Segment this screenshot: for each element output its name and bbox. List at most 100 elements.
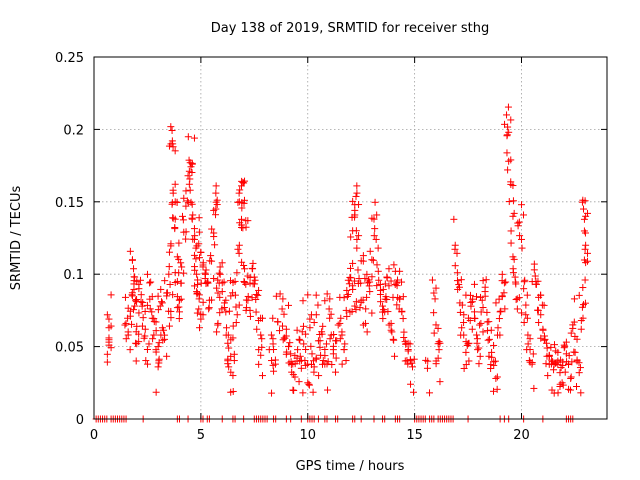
data-point <box>310 363 318 371</box>
y-tick-label: 0.05 <box>55 341 84 356</box>
data-point <box>504 123 512 131</box>
data-point <box>575 369 583 377</box>
data-point <box>163 289 171 297</box>
data-point <box>387 277 395 285</box>
data-point <box>477 319 485 327</box>
data-point <box>201 270 209 278</box>
data-point <box>390 336 398 344</box>
data-point <box>235 249 243 257</box>
data-point <box>227 336 235 344</box>
data-point <box>505 198 513 206</box>
data-point <box>477 293 485 301</box>
data-point <box>584 249 592 257</box>
data-point <box>132 297 140 305</box>
data-point <box>257 351 265 359</box>
data-point <box>225 344 233 352</box>
data-point <box>180 269 188 277</box>
data-point <box>579 314 587 322</box>
data-point <box>516 232 524 240</box>
data-point <box>236 219 244 227</box>
data-point <box>296 336 304 344</box>
data-point <box>258 372 266 380</box>
data-point <box>490 358 498 366</box>
data-point <box>409 388 417 396</box>
data-point <box>569 324 577 332</box>
data-point <box>326 314 334 322</box>
data-point <box>377 298 385 306</box>
data-point <box>205 305 213 313</box>
data-point <box>434 324 442 332</box>
data-point <box>531 272 539 280</box>
data-point <box>196 324 204 332</box>
data-point <box>432 360 440 368</box>
data-point <box>148 308 156 316</box>
data-point <box>422 356 430 364</box>
data-point <box>132 357 140 365</box>
data-point <box>205 304 213 312</box>
data-point <box>312 311 320 319</box>
data-point <box>255 286 263 294</box>
data-point <box>196 254 204 262</box>
data-point <box>235 189 243 197</box>
data-point <box>550 366 558 374</box>
data-point <box>103 358 111 366</box>
data-point <box>493 385 501 393</box>
data-point <box>479 304 487 312</box>
data-point <box>216 270 224 278</box>
data-point <box>581 276 589 284</box>
data-point <box>258 343 266 351</box>
data-point <box>300 340 308 348</box>
data-point <box>407 380 415 388</box>
data-point <box>175 303 183 311</box>
data-point <box>384 308 392 316</box>
data-point <box>246 312 254 320</box>
data-point <box>365 276 373 284</box>
data-point <box>220 278 228 286</box>
data-point <box>501 305 509 313</box>
plot-frame <box>93 56 608 420</box>
data-point <box>126 346 134 354</box>
data-point <box>244 217 252 225</box>
data-points <box>92 103 592 423</box>
data-point <box>507 239 515 247</box>
data-point <box>323 290 331 298</box>
data-point <box>512 296 520 304</box>
data-point <box>122 335 130 343</box>
data-point <box>326 335 334 343</box>
y-tick-label: 0.15 <box>55 196 84 211</box>
data-point <box>373 282 381 290</box>
data-point <box>222 308 230 316</box>
data-point <box>510 209 518 217</box>
data-point <box>140 334 148 342</box>
data-point <box>269 340 277 348</box>
data-point <box>381 280 389 288</box>
data-point <box>183 197 191 205</box>
data-point <box>428 276 436 284</box>
data-point <box>324 358 332 366</box>
data-point <box>488 353 496 361</box>
data-point <box>464 314 472 322</box>
data-point <box>475 344 483 352</box>
data-point <box>366 247 374 255</box>
data-point <box>149 335 157 343</box>
data-point <box>551 341 559 349</box>
data-point <box>210 229 218 237</box>
data-point <box>388 328 396 336</box>
data-point <box>280 310 288 318</box>
data-point <box>537 311 545 319</box>
data-point <box>252 296 260 304</box>
data-point <box>522 311 530 319</box>
data-point <box>150 331 158 339</box>
data-point <box>393 279 401 287</box>
data-point <box>570 295 578 303</box>
data-point <box>232 319 240 327</box>
data-point <box>218 259 226 267</box>
data-point <box>302 361 310 369</box>
data-point <box>518 309 526 317</box>
data-point <box>460 319 468 327</box>
data-point <box>306 315 314 323</box>
data-point <box>530 384 538 392</box>
data-point <box>497 307 505 315</box>
data-point <box>212 182 220 190</box>
